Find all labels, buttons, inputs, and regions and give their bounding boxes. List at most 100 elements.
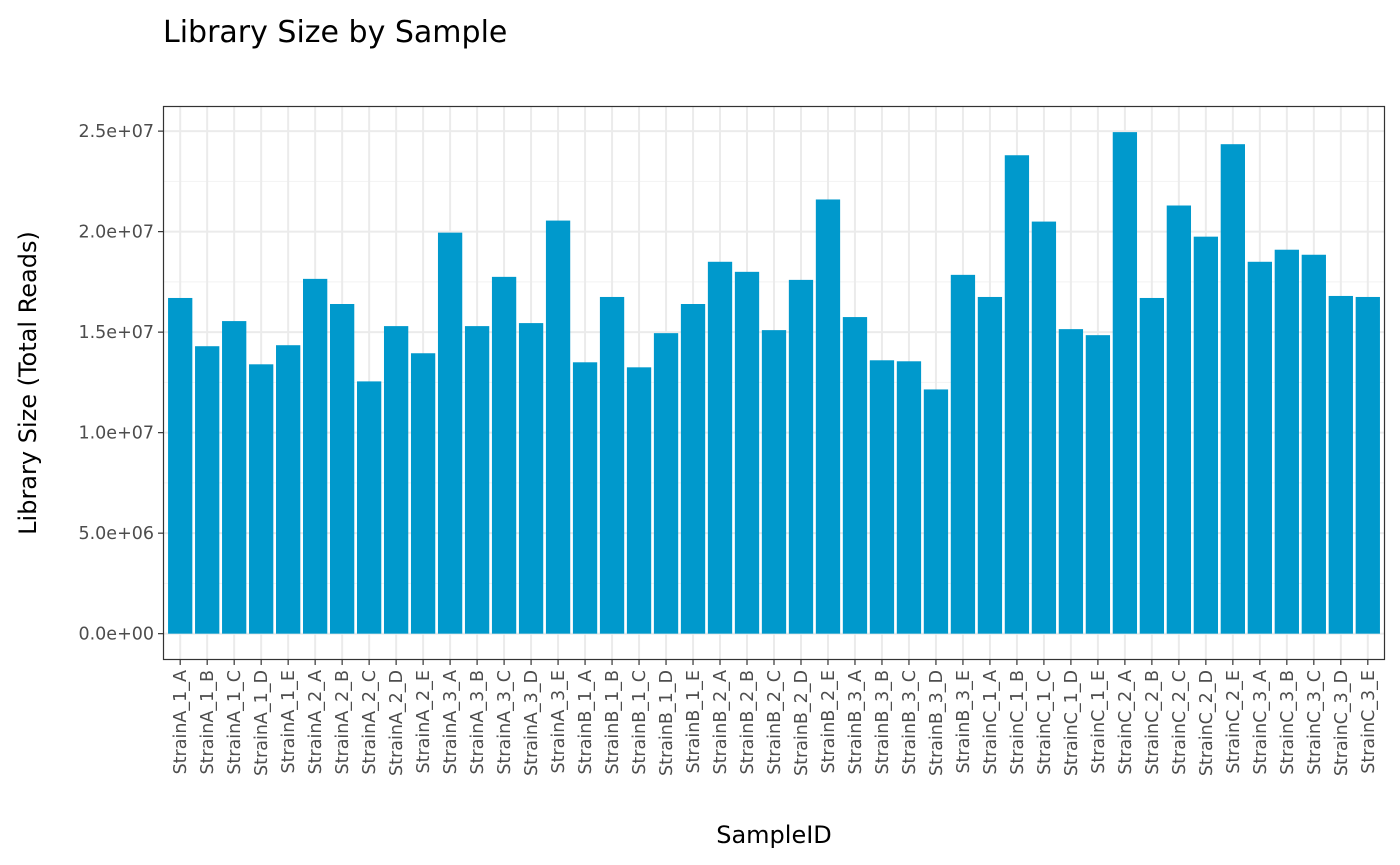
x-tick-label: StrainB_1_B xyxy=(603,670,623,775)
x-tick-label: StrainB_3_C xyxy=(900,670,920,775)
x-tick-label: StrainC_1_C xyxy=(1035,670,1055,775)
bar-StrainB_3_D xyxy=(923,389,949,634)
bar-StrainB_2_A xyxy=(707,261,733,634)
x-tick-label: StrainC_3_B xyxy=(1278,670,1298,775)
bar-StrainA_1_C xyxy=(222,321,247,634)
bars xyxy=(168,132,1380,634)
x-tick-label: StrainA_3_E xyxy=(549,670,569,774)
x-tick-label: StrainA_2_B xyxy=(333,670,353,774)
bar-StrainC_1_E xyxy=(1085,335,1111,634)
bar-StrainA_3_C xyxy=(491,276,517,634)
bar-StrainA_3_A xyxy=(437,232,463,634)
y-axis-title: Library Size (Total Reads) xyxy=(14,231,42,535)
x-tick-label: StrainA_2_D xyxy=(387,670,407,776)
bar-StrainA_2_D xyxy=(383,326,409,634)
x-tick-label: StrainC_1_B xyxy=(1008,670,1028,775)
bar-StrainC_3_E xyxy=(1355,296,1380,634)
bar-StrainA_2_C xyxy=(356,381,382,634)
bar-StrainB_1_C xyxy=(626,367,652,634)
x-tick-label: StrainB_2_D xyxy=(792,670,812,776)
x-axis: StrainA_1_A StrainA_1_B StrainA_1_C StrainA… xyxy=(171,659,1379,776)
x-tick-label: StrainC_2_C xyxy=(1170,670,1190,775)
bar-StrainC_3_C xyxy=(1301,254,1326,634)
bar-StrainA_3_D xyxy=(518,323,544,634)
bar-StrainB_1_A xyxy=(572,362,598,634)
y-tick-label: 2.5e+07 xyxy=(78,122,154,142)
bar-StrainC_3_D xyxy=(1328,295,1353,634)
bar-StrainB_3_E xyxy=(950,274,976,634)
x-tick-label: StrainA_2_C xyxy=(360,670,380,775)
bar-StrainC_2_E xyxy=(1220,144,1245,634)
x-tick-label: StrainA_3_A xyxy=(441,670,461,774)
bar-StrainB_3_C xyxy=(896,361,922,634)
bar-StrainC_1_C xyxy=(1031,221,1057,634)
bar-StrainB_2_C xyxy=(761,330,787,634)
x-tick-label: StrainC_2_B xyxy=(1143,670,1163,775)
bar-StrainC_3_B xyxy=(1274,249,1299,634)
x-tick-label: StrainC_2_E xyxy=(1224,670,1244,774)
x-tick-label: StrainA_1_B xyxy=(198,670,218,774)
bar-StrainA_1_B xyxy=(195,346,220,634)
x-tick-label: StrainA_1_C xyxy=(225,670,245,775)
bar-StrainB_1_B xyxy=(599,296,625,634)
bar-StrainB_3_A xyxy=(842,317,868,634)
bar-StrainC_1_D xyxy=(1058,329,1084,634)
x-tick-label: StrainC_2_A xyxy=(1116,670,1136,775)
bar-StrainC_1_A xyxy=(977,296,1003,634)
bar-StrainA_1_D xyxy=(249,364,274,634)
x-tick-label: StrainC_1_A xyxy=(981,670,1001,775)
x-tick-label: StrainB_3_D xyxy=(927,670,947,776)
x-tick-label: StrainB_2_E xyxy=(819,670,839,774)
x-tick-label: StrainB_3_A xyxy=(846,670,866,774)
x-tick-label: StrainC_1_D xyxy=(1062,670,1082,776)
bar-StrainA_3_B xyxy=(464,326,490,634)
bar-StrainA_2_E xyxy=(410,353,436,634)
x-tick-label: StrainA_1_E xyxy=(279,670,299,774)
y-axis: 0.0e+00 5.0e+06 1.0e+07 1.5e+07 2.0e+07 2.5e+… xyxy=(78,122,164,645)
x-tick-label: StrainA_3_C xyxy=(495,670,515,775)
x-tick-label: StrainA_1_A xyxy=(171,670,191,774)
x-axis-title: SampleID xyxy=(716,821,832,849)
x-tick-label: StrainC_3_A xyxy=(1251,670,1271,775)
x-tick-label: StrainA_1_D xyxy=(252,670,272,776)
y-tick-label: 2.0e+07 xyxy=(78,223,154,243)
x-tick-label: StrainA_3_D xyxy=(522,670,542,776)
x-tick-label: StrainB_1_C xyxy=(630,670,650,775)
x-tick-label: StrainB_1_D xyxy=(657,670,677,776)
bar-StrainC_2_B xyxy=(1139,297,1165,634)
x-tick-label: StrainC_3_E xyxy=(1359,670,1379,774)
x-tick-label: StrainA_3_B xyxy=(468,670,488,774)
y-tick-label: 1.0e+07 xyxy=(78,424,154,444)
bar-StrainC_2_D xyxy=(1193,236,1219,634)
x-tick-label: StrainB_2_A xyxy=(711,670,731,774)
bar-StrainB_1_E xyxy=(680,303,706,634)
x-tick-label: StrainB_2_B xyxy=(738,670,758,775)
x-tick-label: StrainC_1_E xyxy=(1089,670,1109,774)
y-tick-label: 0.0e+00 xyxy=(78,625,154,645)
x-tick-label: StrainB_3_E xyxy=(954,670,974,774)
bar-StrainA_1_E xyxy=(276,345,301,634)
bar-StrainB_3_B xyxy=(869,360,895,634)
bar-StrainB_2_D xyxy=(788,279,814,634)
x-tick-label: StrainB_2_C xyxy=(765,670,785,775)
x-tick-label: StrainA_2_E xyxy=(414,670,434,774)
bar-StrainB_2_E xyxy=(815,199,841,634)
bar-StrainB_1_D xyxy=(653,333,679,634)
bar-StrainA_2_B xyxy=(329,303,355,634)
bar-StrainA_1_A xyxy=(168,297,193,634)
bar-StrainA_3_E xyxy=(545,220,571,634)
x-tick-label: StrainA_2_A xyxy=(306,670,326,774)
x-tick-label: StrainB_3_B xyxy=(873,670,893,775)
bar-StrainA_2_A xyxy=(303,278,328,634)
y-tick-label: 5.0e+06 xyxy=(78,524,154,544)
x-tick-label: StrainC_3_D xyxy=(1332,670,1352,776)
chart-title: Library Size by Sample xyxy=(163,15,507,50)
y-tick-label: 1.5e+07 xyxy=(78,323,154,343)
bar-StrainB_2_B xyxy=(734,271,760,634)
x-tick-label: StrainC_3_C xyxy=(1305,670,1325,775)
x-tick-label: StrainB_1_E xyxy=(684,670,704,774)
bar-StrainC_3_A xyxy=(1247,261,1272,634)
x-tick-label: StrainB_1_A xyxy=(576,670,596,774)
bar-StrainC_1_B xyxy=(1004,155,1030,634)
